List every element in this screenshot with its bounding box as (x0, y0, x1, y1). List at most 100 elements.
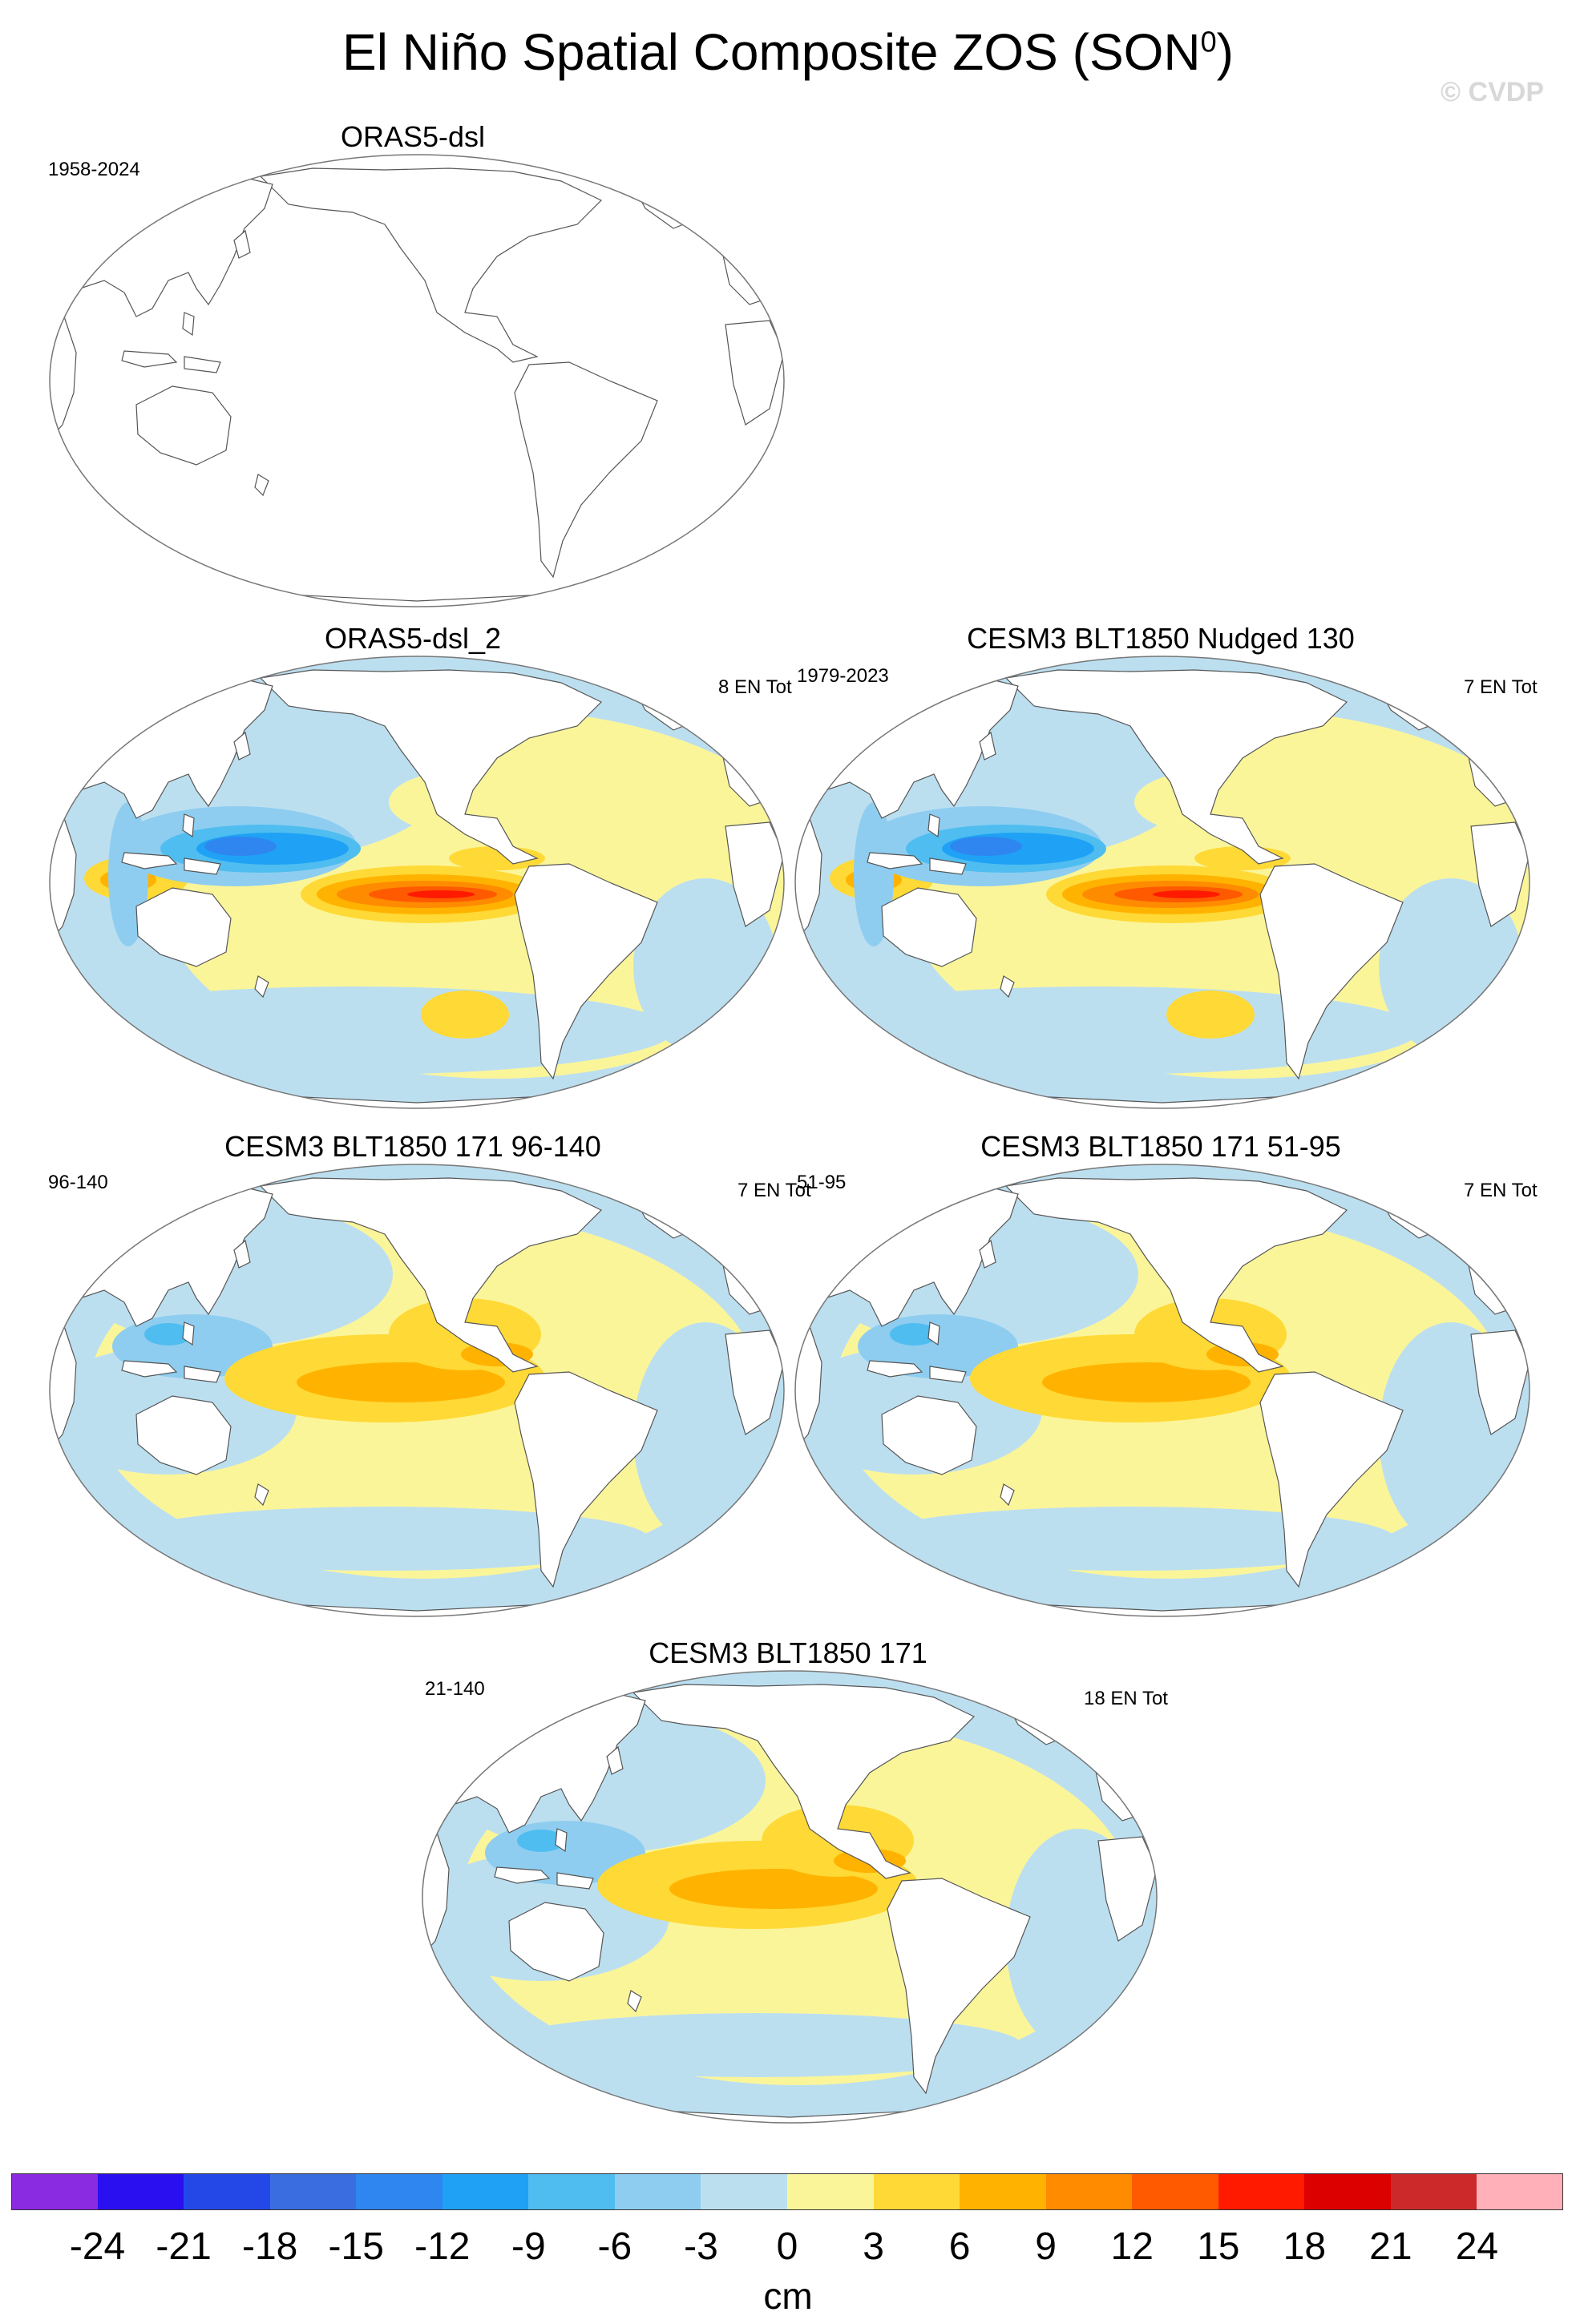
colorbar-tick-label: -21 (156, 2225, 212, 2268)
continent-south-america (1259, 1371, 1404, 1588)
colorbar-tick-label: -24 (69, 2225, 126, 2268)
colorbar-tick-label: 15 (1197, 2225, 1240, 2268)
panel-count-cesm3-51-95: 7 EN Tot (1464, 1180, 1538, 1201)
map-field (422, 1671, 1157, 2123)
continent-philippines (182, 813, 195, 838)
colorbar-tick-label: 0 (776, 2225, 798, 2268)
colorbar-swatch (356, 2173, 443, 2210)
continent-indonesia (121, 350, 178, 368)
map-outline (422, 1670, 1158, 2124)
colorbar-tick-label: -3 (684, 2225, 718, 2268)
panel-title-oras5-dsl: ORAS5-dsl (340, 120, 486, 153)
continent-north-america (1004, 1177, 1348, 1373)
map-cesm3-171 (422, 1670, 1158, 2124)
panel-title-cesm3-96-140: CESM3 BLT1850 171 96-140 (224, 1130, 601, 1163)
continent-japan (233, 731, 251, 761)
colorbar-swatch (873, 2173, 960, 2210)
colorbar-swatch (184, 2173, 271, 2210)
continent-africa-west (725, 1329, 784, 1435)
anomaly-region-neg3 (493, 2013, 1022, 2077)
anomaly-region-pos18 (1153, 890, 1220, 898)
continent-south-america (1259, 863, 1404, 1080)
continent-australia (881, 1395, 977, 1475)
anomaly-region-pos6 (1166, 991, 1255, 1039)
colorbar-tick-label: 18 (1283, 2225, 1327, 2268)
continent-philippines (182, 312, 195, 337)
panel-period-cesm3-51-95: 51-95 (797, 1172, 847, 1193)
colorbar-tick-label: -15 (328, 2225, 384, 2268)
continent-africa-west (1097, 1836, 1157, 1942)
colorbar-tick-label: -18 (241, 2225, 298, 2268)
continent-africa-west (725, 320, 784, 426)
colorbar-swatch (1390, 2173, 1477, 2210)
continent-japan (606, 1745, 624, 1775)
continent-indonesia (121, 852, 178, 869)
map-outline (794, 656, 1530, 1109)
figure-title: El Niño Spatial Composite ZOS (SON0) (342, 23, 1234, 81)
colorbar-swatch (1132, 2173, 1219, 2210)
anomaly-region-neg3 (866, 1507, 1395, 1571)
continent-north-america (259, 1177, 603, 1373)
continent-north-america (259, 669, 603, 865)
colorbar-tick-label: 21 (1369, 2225, 1412, 2268)
continent-indonesia (121, 1360, 178, 1378)
continent-south-america (514, 361, 658, 579)
colorbar-tick-label: 12 (1110, 2225, 1154, 2268)
continent-new-zealand (1000, 975, 1015, 999)
continent-new-zealand (254, 1483, 269, 1507)
continent-australia (508, 1902, 604, 1982)
anomaly-region-pos9 (297, 1362, 505, 1402)
continent-new-zealand (627, 1990, 642, 2013)
map-cesm3-nudged (794, 656, 1530, 1109)
colorbar-swatch (528, 2173, 616, 2210)
continent-africa-west (1470, 821, 1530, 927)
colorbar-tick-label: -9 (511, 2225, 546, 2268)
continent-new-guinea (929, 1366, 967, 1383)
continent-new-guinea (184, 356, 221, 373)
anomaly-region-pos9 (1042, 1362, 1251, 1402)
map-field (795, 1164, 1530, 1616)
continent-new-guinea (929, 857, 967, 875)
panel-title-cesm3-51-95: CESM3 BLT1850 171 51-95 (980, 1130, 1341, 1163)
continent-australia (135, 1395, 232, 1475)
anomaly-region-neg9 (890, 1323, 938, 1346)
continent-south-america (887, 1878, 1031, 2095)
continent-new-zealand (1000, 1483, 1015, 1507)
panel-title-cesm3-nudged: CESM3 BLT1850 Nudged 130 (967, 622, 1355, 655)
continent-japan (979, 1239, 996, 1269)
continent-north-america (259, 167, 603, 363)
continent-australia (135, 385, 232, 466)
continent-new-guinea (556, 1872, 594, 1890)
panel-title-cesm3-171: CESM3 BLT1850 171 (649, 1636, 927, 1669)
continent-japan (233, 229, 251, 259)
colorbar-tick-label: 9 (1035, 2225, 1057, 2268)
anomaly-region-neg9 (517, 1830, 565, 1852)
colorbar-swatch (1477, 2173, 1564, 2210)
continent-philippines (182, 1321, 195, 1346)
colorbar-swatch (442, 2173, 529, 2210)
map-cesm3-51-95 (794, 1164, 1530, 1617)
panel-count-cesm3-171: 18 EN Tot (1084, 1688, 1168, 1709)
anomaly-region-neg3 (50, 986, 673, 1075)
continent-north-america (1004, 669, 1348, 865)
continent-japan (979, 731, 996, 761)
continent-new-zealand (254, 975, 269, 999)
anomaly-region-neg15 (950, 837, 1022, 856)
colorbar-swatch (614, 2173, 701, 2210)
map-outline (794, 1164, 1530, 1617)
anomaly-region-neg9 (144, 1323, 192, 1346)
colorbar-swatch (1304, 2173, 1392, 2210)
anomaly-region-neg3 (795, 986, 1419, 1075)
continent-philippines (555, 1828, 568, 1853)
colorbar-tick-label: 3 (863, 2225, 884, 2268)
anomaly-region-neg15 (204, 837, 277, 856)
map-outline (49, 1164, 785, 1617)
continent-africa-west (1470, 1329, 1530, 1435)
colorbar-swatch (960, 2173, 1047, 2210)
cvdp-watermark: © CVDP (1441, 77, 1544, 107)
panel-count-oras5-dsl-2: 8 EN Tot (718, 676, 792, 698)
colorbar-swatch (787, 2173, 875, 2210)
continent-australia (881, 887, 977, 967)
map-outline (49, 154, 785, 607)
panel-period-cesm3-171: 21-140 (425, 1678, 485, 1700)
